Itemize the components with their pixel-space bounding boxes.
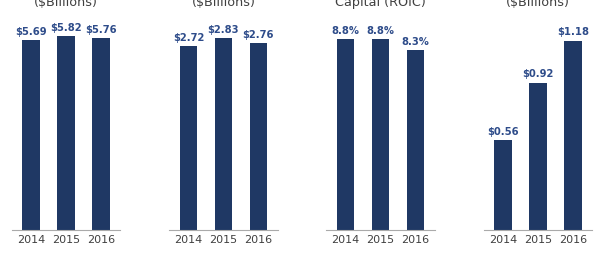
Bar [249, 43, 267, 230]
Text: $2.83: $2.83 [208, 25, 239, 35]
Bar [215, 39, 232, 230]
Text: $5.76: $5.76 [86, 25, 117, 35]
Text: $2.72: $2.72 [173, 33, 204, 43]
Title: Free Cash Flow
($Billions): Free Cash Flow ($Billions) [490, 0, 586, 9]
Text: $5.82: $5.82 [50, 23, 82, 33]
Title: Revenue
($Billions): Revenue ($Billions) [34, 0, 98, 9]
Text: 8.8%: 8.8% [332, 26, 359, 36]
Text: 8.8%: 8.8% [367, 26, 395, 36]
Text: $2.76: $2.76 [243, 30, 274, 40]
Title: Return on Invested
Capital (ROIC): Return on Invested Capital (ROIC) [320, 0, 441, 9]
Bar [564, 41, 581, 230]
Text: $1.18: $1.18 [557, 28, 589, 38]
Text: $5.69: $5.69 [16, 27, 47, 37]
Bar [372, 39, 389, 230]
Bar [407, 50, 425, 230]
Bar [93, 38, 110, 230]
Bar [57, 36, 75, 230]
Bar [529, 83, 547, 230]
Text: $0.56: $0.56 [487, 127, 518, 137]
Bar [179, 46, 197, 230]
Title: Adjusted EBITDA
($Billions): Adjusted EBITDA ($Billions) [170, 0, 277, 9]
Bar [494, 140, 511, 230]
Text: 8.3%: 8.3% [402, 37, 429, 47]
Bar [23, 40, 40, 230]
Text: $0.92: $0.92 [522, 69, 554, 79]
Bar [337, 39, 355, 230]
